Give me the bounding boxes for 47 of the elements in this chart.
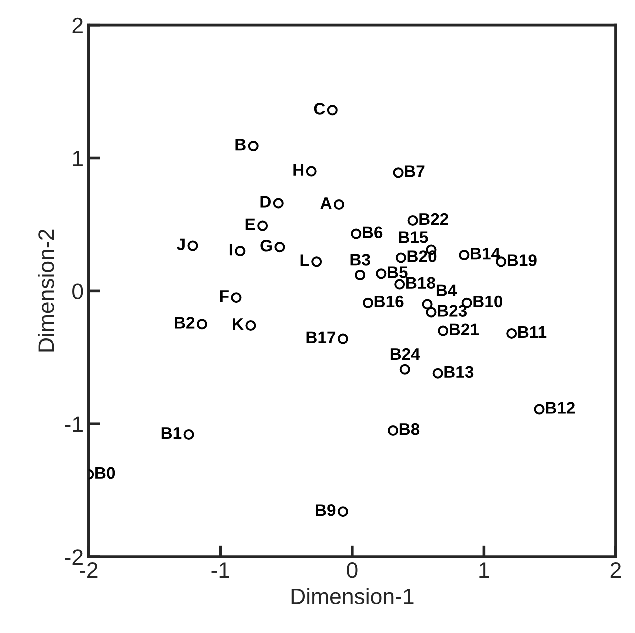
- data-label: B21: [450, 324, 480, 336]
- x-tick-label: 0: [347, 562, 358, 578]
- data-label: B3: [350, 254, 370, 266]
- data-label: B: [236, 139, 246, 151]
- data-label: B23: [438, 305, 468, 317]
- y-tick-label: 0: [72, 284, 84, 300]
- data-label: B18: [406, 277, 436, 290]
- data-label: K: [233, 318, 244, 330]
- data-label: B16: [374, 296, 404, 308]
- data-label: B2: [175, 317, 195, 329]
- data-label: B14: [471, 248, 500, 260]
- data-label: H: [294, 164, 304, 176]
- data-label: B11: [518, 326, 547, 338]
- data-label: E: [246, 218, 256, 230]
- data-label: B13: [444, 366, 474, 378]
- data-label: J: [177, 238, 185, 250]
- data-label: L: [300, 254, 310, 266]
- data-label: B20: [408, 250, 437, 262]
- data-label: B9: [316, 504, 336, 516]
- data-label: B24: [390, 348, 420, 360]
- data-label: I: [230, 244, 232, 256]
- x-axis-title: Dimension-1: [292, 588, 414, 604]
- data-label: G: [260, 240, 272, 252]
- data-label: B7: [405, 166, 425, 178]
- x-tick-label: 1: [480, 562, 490, 578]
- data-label: A: [320, 198, 332, 210]
- x-tick-label: 2: [610, 562, 622, 578]
- data-label: B10: [474, 296, 503, 308]
- data-label: B0: [96, 467, 116, 480]
- data-label: B19: [508, 254, 537, 266]
- y-tick-label: 1: [73, 151, 83, 166]
- data-label: B12: [546, 402, 575, 414]
- data-label: B8: [400, 423, 420, 436]
- y-tick-label: 2: [72, 18, 83, 34]
- data-label: B4: [436, 284, 458, 296]
- data-label: B5: [388, 266, 408, 278]
- data-label: B1: [162, 428, 182, 440]
- data-label: B6: [363, 226, 383, 238]
- data-label: C: [314, 103, 326, 115]
- x-tick-label: -1: [212, 562, 230, 578]
- data-label: F: [220, 290, 229, 302]
- data-label: B17: [306, 332, 336, 344]
- y-tick-label: -1: [65, 416, 83, 432]
- y-axis-title: Dimension-2: [38, 230, 54, 352]
- data-label: B22: [420, 213, 448, 226]
- data-label: D: [260, 196, 271, 208]
- data-label: B15: [399, 232, 428, 244]
